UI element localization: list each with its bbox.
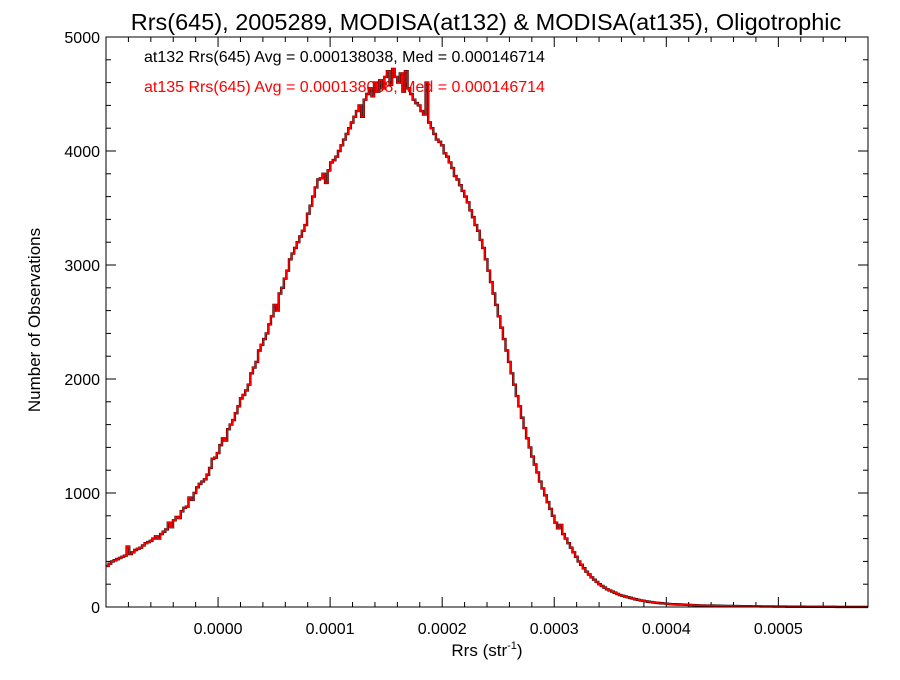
legend-annotation-at135: at135 Rrs(645) Avg = 0.000138038, Med = …	[144, 79, 545, 96]
y-tick-label: 4000	[64, 144, 100, 161]
plot-frame	[105, 36, 869, 608]
x-axis-label-main: Rrs (str	[451, 641, 507, 660]
y-axis-label: Number of Observations	[25, 228, 44, 412]
x-tick-label: 0.0000	[194, 621, 243, 638]
histogram-series	[106, 67, 868, 609]
x-axis-label-suffix: )	[517, 641, 523, 660]
y-tick-label: 2000	[64, 372, 100, 389]
x-tick-label: 0.0002	[418, 621, 467, 638]
y-tick-label: 3000	[64, 258, 100, 275]
axis-tick-labels: 0.0000 0.0001 0.0002 0.0003 0.0004 0.0005 0 100…	[64, 30, 803, 638]
series-at135-step-line	[106, 68, 868, 608]
y-tick-label: 0	[91, 600, 100, 617]
chart-title: Rrs(645), 2005289, MODISA(at132) & MODIS…	[131, 9, 842, 35]
x-axis-label-superscript: -1	[507, 640, 517, 652]
x-axis-label: Rrs (str-1)	[451, 640, 522, 660]
y-tick-label: 5000	[64, 30, 100, 47]
x-tick-label: 0.0001	[306, 621, 355, 638]
x-tick-label: 0.0004	[642, 621, 691, 638]
x-tick-label: 0.0003	[530, 621, 579, 638]
legend-annotation-at132: at132 Rrs(645) Avg = 0.000138038, Med = …	[144, 49, 545, 66]
x-tick-label: 0.0005	[754, 621, 803, 638]
y-tick-label: 1000	[64, 486, 100, 503]
